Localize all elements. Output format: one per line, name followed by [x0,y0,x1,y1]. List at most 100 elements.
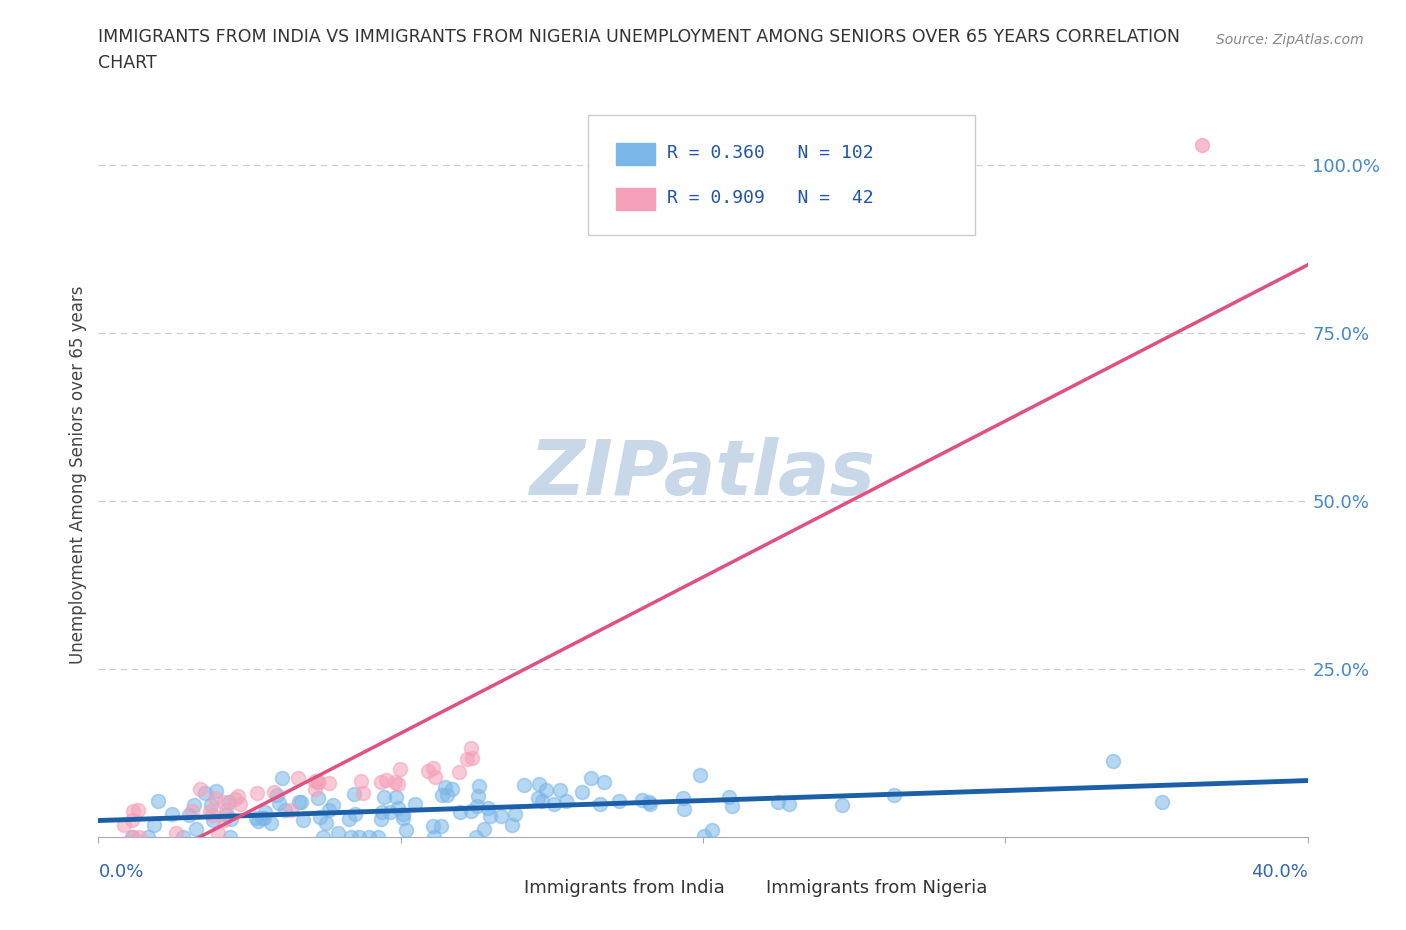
Point [309,809,332,824]
Point [226,789,249,804]
Point [425,770,447,785]
Point [224,791,246,806]
Point [205,784,228,799]
Point [318,776,340,790]
Point [831,797,853,812]
Point [181,804,204,818]
Point [165,825,187,840]
Point [322,798,344,813]
Point [548,783,571,798]
Point [631,793,654,808]
Point [418,764,440,778]
Point [527,777,550,791]
Text: 0.0%: 0.0% [98,863,143,881]
Point [307,775,329,790]
Point [312,830,335,844]
FancyBboxPatch shape [721,881,758,897]
Point [280,803,302,817]
Point [194,786,217,801]
Point [543,796,565,811]
Point [186,822,208,837]
Point [477,801,499,816]
Point [290,795,312,810]
FancyBboxPatch shape [616,143,655,165]
Point [179,807,201,822]
Point [449,805,471,820]
Point [245,811,267,826]
Point [384,790,406,804]
Point [778,796,800,811]
Point [219,812,242,827]
Point [460,804,482,818]
Point [246,814,269,829]
Point [422,761,444,776]
Point [271,770,294,785]
Point [429,818,451,833]
Point [1191,138,1213,153]
Point [387,801,409,816]
Point [121,812,143,827]
Point [589,796,612,811]
Point [315,816,337,830]
Point [252,810,274,825]
Point [422,830,444,844]
Point [465,830,488,844]
Point [287,770,309,785]
Point [207,825,229,840]
Point [378,804,401,819]
Point [142,817,165,832]
FancyBboxPatch shape [588,115,976,235]
Point [215,808,238,823]
Point [571,785,593,800]
Point [260,816,283,830]
Text: Immigrants from India: Immigrants from India [524,879,725,897]
Point [689,767,711,782]
Point [273,803,295,817]
Point [112,817,135,832]
Point [136,830,159,844]
Point [422,818,444,833]
Point [472,822,495,837]
Point [127,803,149,817]
Point [160,806,183,821]
Y-axis label: Unemployment Among Seniors over 65 years: Unemployment Among Seniors over 65 years [69,286,87,663]
Point [263,785,285,800]
Point [384,775,406,790]
Point [307,790,329,805]
Point [202,812,225,827]
Point [441,782,464,797]
Text: Source: ZipAtlas.com: Source: ZipAtlas.com [1216,33,1364,46]
Point [527,790,550,805]
Point [449,764,471,779]
Text: R = 0.909   N =  42: R = 0.909 N = 42 [666,189,873,206]
Point [288,795,311,810]
Point [883,788,905,803]
Point [534,783,557,798]
Point [460,751,482,765]
Point [579,770,602,785]
Point [468,778,491,793]
Point [204,790,226,805]
Text: Immigrants from Nigeria: Immigrants from Nigeria [766,879,987,897]
Point [456,751,478,766]
Point [219,830,242,844]
Point [467,789,489,804]
Point [702,822,724,837]
Point [266,787,288,802]
Point [200,798,222,813]
Point [638,797,661,812]
Point [404,796,426,811]
Point [370,812,392,827]
Point [357,830,380,844]
Point [340,830,363,844]
Point [291,813,314,828]
Point [229,796,252,811]
Point [638,795,661,810]
Point [593,775,616,790]
Point [370,805,392,820]
Point [215,803,238,817]
Point [373,790,395,804]
Point [370,775,392,790]
Point [392,807,415,822]
Point [304,774,326,789]
